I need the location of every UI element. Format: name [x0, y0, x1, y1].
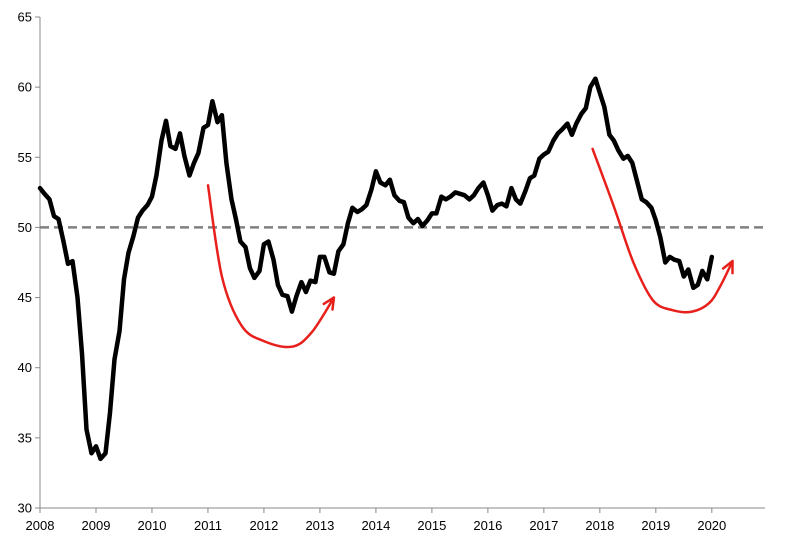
x-tick-label: 2014 — [361, 518, 390, 533]
y-tick-label: 30 — [18, 501, 32, 516]
x-tick-label: 2016 — [473, 518, 502, 533]
x-tick-label: 2015 — [417, 518, 446, 533]
y-tick-label: 40 — [18, 360, 32, 375]
x-tick-label: 2013 — [305, 518, 334, 533]
axes — [35, 16, 765, 513]
x-tick-label: 2017 — [529, 518, 558, 533]
annotation-arrowhead-2 — [721, 259, 734, 275]
series-line-0 — [37, 76, 715, 462]
x-tick-label: 2018 — [585, 518, 614, 533]
x-tick-label: 2020 — [697, 518, 726, 533]
x-tick-label: 2008 — [26, 518, 55, 533]
y-tick-label: 55 — [18, 150, 32, 165]
annotation-arrow-1 — [206, 184, 336, 349]
series-layer — [37, 76, 715, 462]
y-tick-label: 50 — [18, 220, 32, 235]
annotation-layer — [206, 147, 734, 349]
annotation-arrowhead-1 — [322, 296, 336, 311]
x-tick-label: 2009 — [82, 518, 111, 533]
y-tick-label: 65 — [18, 10, 32, 25]
x-tick-label: 2011 — [194, 518, 222, 533]
x-tick-label: 2012 — [249, 518, 278, 533]
x-tick-label: 2010 — [138, 518, 167, 533]
y-tick-label: 60 — [18, 80, 32, 95]
y-tick-label: 35 — [18, 430, 32, 445]
annotation-arrow-2 — [591, 147, 734, 314]
y-tick-label: 45 — [18, 290, 32, 305]
tick-label-layer: 30 35 40 45 50 55 60 65 2008 2009 2010 2011 2012 2013… — [18, 10, 727, 534]
x-tick-label: 2019 — [641, 518, 670, 533]
